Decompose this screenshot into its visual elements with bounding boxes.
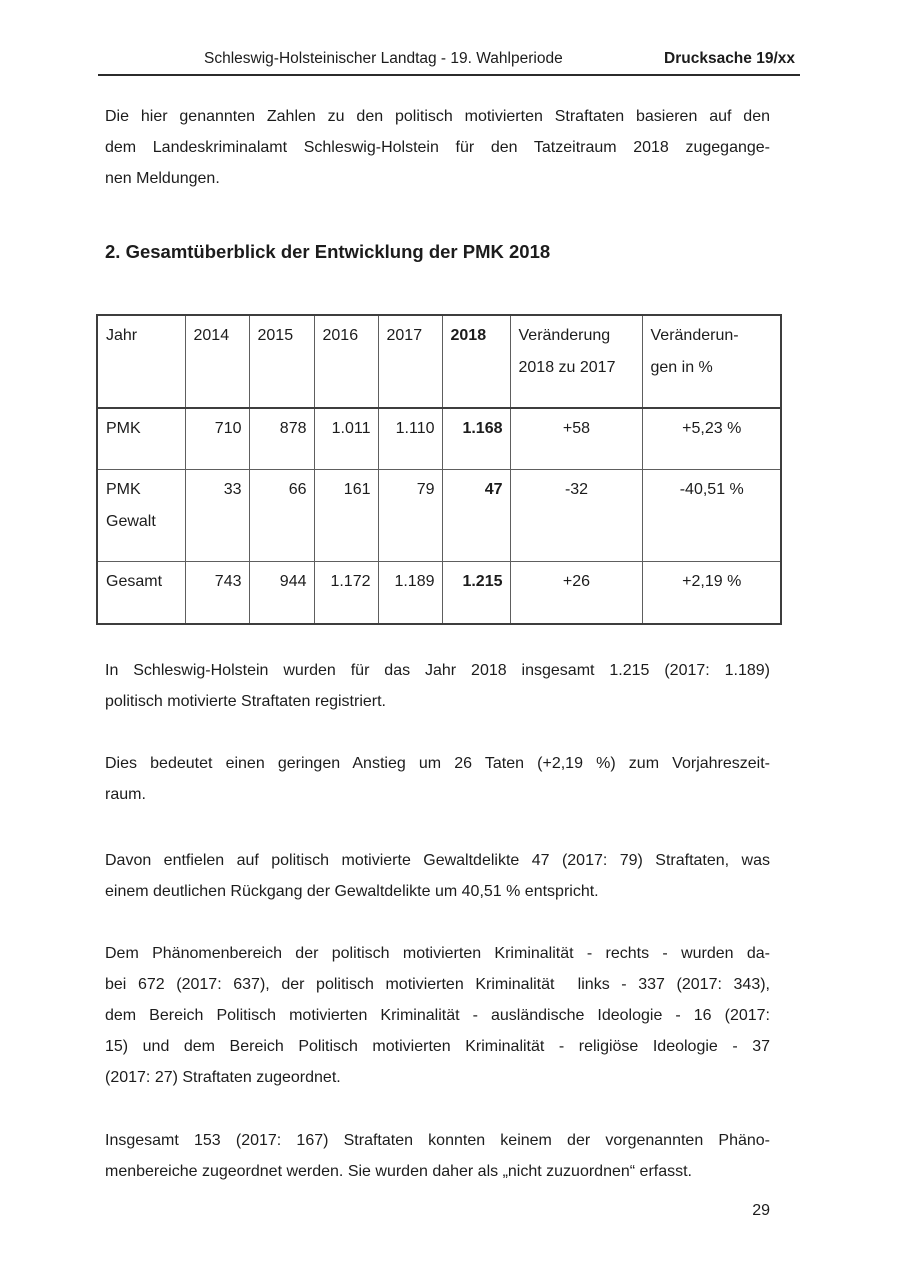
table-cell: 161 bbox=[313, 468, 379, 562]
paragraph-increase: Dies bedeutet einen geringen Anstieg um … bbox=[105, 748, 770, 810]
table-cell: 66 bbox=[248, 468, 315, 562]
table-cell: 878 bbox=[248, 407, 315, 470]
table-header-row: Jahr 2014 2015 2016 2017 2018 Veränderung 2018… bbox=[96, 314, 782, 409]
table-header-cell: 2015 bbox=[248, 314, 315, 409]
table-cell: 1.168 bbox=[441, 407, 511, 470]
table-cell: +5,23 % bbox=[641, 407, 782, 470]
table-cell: +26 bbox=[509, 560, 643, 625]
page-number: 29 bbox=[752, 1202, 770, 1219]
table-cell: 1.172 bbox=[313, 560, 379, 625]
table-cell: PMK Gewalt bbox=[96, 468, 186, 562]
text-line: menbereiche zugeordnet werden. Sie wurde… bbox=[105, 1163, 692, 1180]
paragraph-violence: Davon entfielen auf politisch motivierte… bbox=[105, 845, 770, 907]
table-cell: 1.110 bbox=[377, 407, 443, 470]
table-cell: +58 bbox=[509, 407, 643, 470]
text-line: Davon entfielen auf politisch motivierte… bbox=[105, 852, 770, 869]
table-cell: PMK bbox=[96, 407, 186, 470]
table-cell: 743 bbox=[184, 560, 250, 625]
text-line: In Schleswig-Holstein wurden für das Jah… bbox=[105, 662, 770, 679]
table-cell: 944 bbox=[248, 560, 315, 625]
table-cell: 1.189 bbox=[377, 560, 443, 625]
table-cell: 710 bbox=[184, 407, 250, 470]
table-cell: -32 bbox=[509, 468, 643, 562]
section-heading: 2. Gesamtüberblick der Entwicklung der P… bbox=[105, 241, 551, 262]
text-line: Dem Phänomenbereich der politisch motivi… bbox=[105, 945, 770, 962]
text-line: dem Bereich Politisch motivierten Krimin… bbox=[105, 1007, 770, 1024]
table-row: PMK 710 878 1.011 1.110 1.168 +58 +5,23 % bbox=[96, 407, 782, 470]
pmk-overview-table: Jahr 2014 2015 2016 2017 2018 Veränderung 2018… bbox=[96, 314, 782, 625]
paragraph-unassigned: Insgesamt 153 (2017: 167) Straftaten kon… bbox=[105, 1125, 770, 1187]
table-row: PMK Gewalt 33 66 161 79 47 -32 -40,51 % bbox=[96, 468, 782, 562]
table-cell: 1.011 bbox=[313, 407, 379, 470]
table-cell: Gesamt bbox=[96, 560, 186, 625]
table-cell: 79 bbox=[377, 468, 443, 562]
table-header-cell: 2017 bbox=[377, 314, 443, 409]
paragraph-registered: In Schleswig-Holstein wurden für das Jah… bbox=[105, 655, 770, 717]
text-line: dem Landeskriminalamt Schleswig-Holstein… bbox=[105, 139, 770, 156]
header-right-drucksache: Drucksache 19/xx bbox=[664, 50, 795, 67]
table-header-cell: Veränderun- gen in % bbox=[641, 314, 782, 409]
text-line: raum. bbox=[105, 786, 146, 803]
table-header-cell: Jahr bbox=[96, 314, 186, 409]
text-line: Insgesamt 153 (2017: 167) Straftaten kon… bbox=[105, 1132, 770, 1149]
table-header-cell: 2018 bbox=[441, 314, 511, 409]
table-header-cell: 2014 bbox=[184, 314, 250, 409]
table-body: PMK 710 878 1.011 1.110 1.168 +58 +5,23 % PMK Ge… bbox=[96, 407, 782, 625]
table-cell: -40,51 % bbox=[641, 468, 782, 562]
table-cell: 33 bbox=[184, 468, 250, 562]
table-cell: 1.215 bbox=[441, 560, 511, 625]
table-row: Gesamt 743 944 1.172 1.189 1.215 +26 +2,19 % bbox=[96, 560, 782, 625]
paragraph-intro: Die hier genannten Zahlen zu den politis… bbox=[105, 101, 770, 194]
text-line: Die hier genannten Zahlen zu den politis… bbox=[105, 108, 770, 125]
paragraph-phenomena: Dem Phänomenbereich der politisch motivi… bbox=[105, 938, 770, 1093]
table-header-cell: 2016 bbox=[313, 314, 379, 409]
text-line: einem deutlichen Rückgang der Gewaltdeli… bbox=[105, 883, 599, 900]
text-line: bei 672 (2017: 637), der politisch motiv… bbox=[105, 976, 770, 993]
document-header: Schleswig-Holsteinischer Landtag - 19. W… bbox=[98, 44, 800, 76]
text-line: politisch motivierte Straftaten registri… bbox=[105, 693, 386, 710]
table-cell: 47 bbox=[441, 468, 511, 562]
text-line: nen Meldungen. bbox=[105, 170, 220, 187]
text-line: 15) und dem Bereich Politisch motivierte… bbox=[105, 1038, 770, 1055]
header-left-title: Schleswig-Holsteinischer Landtag - 19. W… bbox=[204, 50, 563, 67]
table-cell: +2,19 % bbox=[641, 560, 782, 625]
text-line: Dies bedeutet einen geringen Anstieg um … bbox=[105, 755, 770, 772]
table-header-cell: Veränderung 2018 zu 2017 bbox=[509, 314, 643, 409]
text-line: (2017: 27) Straftaten zugeordnet. bbox=[105, 1069, 341, 1086]
